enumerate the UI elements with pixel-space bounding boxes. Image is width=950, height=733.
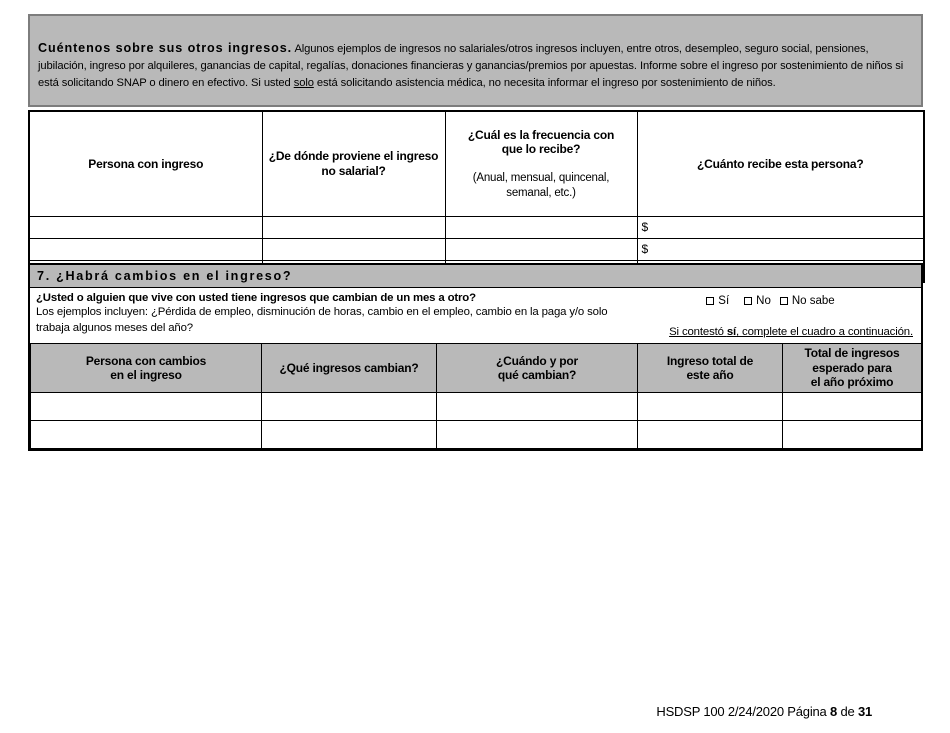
total-this-year-cell[interactable] (637, 420, 783, 449)
answer-block: Sí No No sabe Si contestó sí, complete e… (628, 291, 913, 341)
other-income-row: $ (28, 237, 925, 261)
instruction-prefix: Si contestó (669, 326, 727, 338)
question-text: ¿Usted o alguien que vive con usted tien… (36, 292, 476, 304)
col-header-frequency-sub: (Anual, mensual, quincenal, semanal, etc… (472, 172, 610, 199)
option-no-label: No (756, 295, 771, 307)
checkbox-icon[interactable] (744, 297, 753, 305)
intro-body-before: Algunos ejemplos de ingresos no salarial… (38, 43, 904, 89)
total-next-year-cell[interactable] (782, 392, 922, 421)
source-cell[interactable] (261, 237, 446, 261)
col-header-when-why: ¿Cuándo y por qué cambian? (436, 343, 638, 393)
section-7-question-row: ¿Usted o alguien que vive con usted tien… (30, 288, 921, 343)
col-header-total-next-year: Total de ingresos esperado para el año p… (782, 343, 922, 393)
income-changes-row (30, 420, 922, 449)
other-income-table: Persona con ingreso ¿De dónde proviene e… (28, 110, 925, 283)
instruction-bold-word: sí (726, 326, 737, 338)
person-changes-cell[interactable] (30, 420, 262, 449)
option-no-sabe[interactable]: No sabe (779, 295, 835, 307)
col-header-source: ¿De dónde proviene el ingreso no salaria… (261, 110, 446, 217)
what-changes-cell[interactable] (261, 420, 437, 449)
checkbox-icon[interactable] (779, 297, 788, 305)
col-header-total-this-year: Ingreso total de este año (637, 343, 783, 393)
amount-cell[interactable]: $ (636, 215, 925, 239)
col-header-person: Persona con ingreso (28, 110, 263, 217)
frequency-cell[interactable] (444, 237, 638, 261)
instruction-text: Si contestó sí, complete el cuadro a con… (669, 326, 913, 338)
person-cell[interactable] (28, 237, 263, 261)
col-header-person-changes: Persona con cambios en el ingreso (30, 343, 262, 393)
other-income-header-row: Persona con ingreso ¿De dónde proviene e… (28, 110, 925, 217)
dollar-sign: $ (641, 242, 649, 256)
col-header-frequency-main: ¿Cuál es la frecuencia con que lo recibe… (467, 127, 615, 157)
source-cell[interactable] (261, 215, 446, 239)
checkbox-icon[interactable] (706, 297, 715, 305)
intro-lead: Cuéntenos sobre sus otros ingresos. (38, 41, 293, 55)
col-header-amount: ¿Cuánto recibe esta persona? (636, 110, 925, 217)
col-header-frequency: ¿Cuál es la frecuencia con que lo recibe… (444, 110, 638, 217)
page-footer: HSDSP 100 2/24/2020 Página 8 de 31 (656, 704, 872, 719)
section-7-title: 7. ¿Habrá cambios en el ingreso? (30, 265, 921, 288)
question-block: ¿Usted o alguien que vive con usted tien… (36, 291, 628, 341)
intro-underlined-word: solo (293, 77, 314, 89)
option-no-sabe-label: No sabe (791, 295, 835, 307)
footer-page-number: 8 (830, 704, 838, 719)
col-header-what-changes: ¿Qué ingresos cambian? (261, 343, 437, 393)
question-examples: Los ejemplos incluyen: ¿Pérdida de emple… (36, 306, 608, 334)
option-yes-label: Sí (718, 295, 730, 307)
answer-options: Sí No No sabe (706, 295, 835, 307)
amount-cell[interactable]: $ (636, 237, 925, 261)
intro-body-after: está solicitando asistencia médica, no n… (313, 77, 776, 89)
other-income-intro-box: Cuéntenos sobre sus otros ingresos. Algu… (28, 14, 923, 107)
instruction-suffix: , complete el cuadro a continuación. (736, 326, 913, 338)
total-next-year-cell[interactable] (782, 420, 922, 449)
option-yes[interactable]: Sí (706, 295, 729, 307)
option-no[interactable]: No (744, 295, 771, 307)
footer-form-code: HSDSP 100 2/24/2020 Página (656, 704, 827, 719)
person-cell[interactable] (28, 215, 263, 239)
total-this-year-cell[interactable] (637, 392, 783, 421)
income-changes-table: Persona con cambios en el ingreso ¿Qué i… (30, 343, 922, 449)
when-why-cell[interactable] (436, 392, 638, 421)
dollar-sign: $ (641, 220, 649, 234)
when-why-cell[interactable] (436, 420, 638, 449)
income-changes-header-row: Persona con cambios en el ingreso ¿Qué i… (30, 343, 922, 393)
footer-total-pages: 31 (857, 704, 872, 719)
income-changes-row (30, 392, 922, 421)
person-changes-cell[interactable] (30, 392, 262, 421)
section-7: 7. ¿Habrá cambios en el ingreso? ¿Usted … (28, 263, 923, 451)
frequency-cell[interactable] (444, 215, 638, 239)
other-income-row: $ (28, 215, 925, 239)
footer-of-word: de (840, 704, 855, 719)
what-changes-cell[interactable] (261, 392, 437, 421)
